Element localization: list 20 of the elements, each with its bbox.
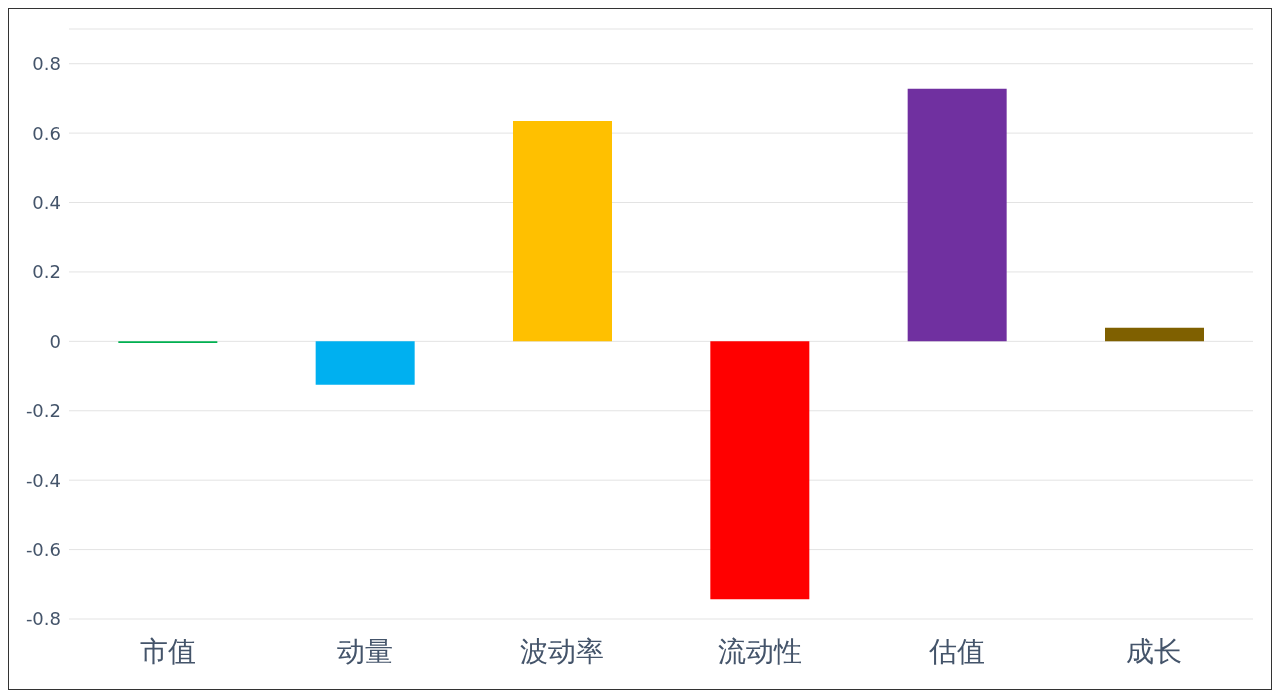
bar	[710, 341, 810, 600]
y-tick-label: 0.2	[32, 261, 61, 283]
x-tick-label: 动量	[337, 634, 393, 668]
y-tick-label: 0.8	[32, 53, 61, 75]
bar	[315, 341, 415, 385]
y-tick-label: 0.4	[32, 191, 61, 213]
x-tick-label: 波动率	[520, 634, 605, 668]
x-tick-label: 市值	[139, 634, 196, 668]
x-tick-label: 流动性	[717, 634, 802, 668]
bar	[513, 120, 612, 342]
x-tick-label: 估值	[928, 634, 985, 668]
y-tick-label: -0.6	[25, 538, 61, 560]
x-tick-label: 成长	[1126, 634, 1183, 668]
y-tick-label: 0	[49, 330, 61, 352]
y-tick-label: -0.8	[25, 608, 61, 630]
bar	[1105, 327, 1204, 342]
y-tick-label: -0.4	[25, 469, 61, 491]
bar	[907, 88, 1007, 342]
y-tick-label: -0.2	[25, 400, 61, 422]
y-tick-label: 0.6	[32, 122, 61, 144]
